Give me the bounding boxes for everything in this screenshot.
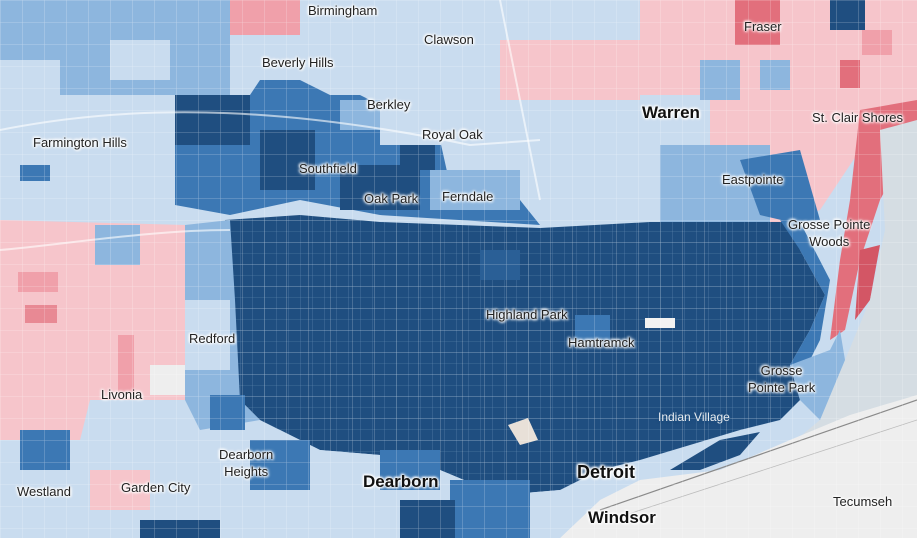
- label-dearborn-heights-line2: Heights: [224, 464, 269, 479]
- label-dearborn: Dearborn: [363, 472, 439, 491]
- label-westland: Westland: [17, 484, 71, 499]
- label-farmington-hills: Farmington Hills: [33, 135, 127, 150]
- label-grosse-pointe-woods-line2: Woods: [809, 234, 850, 249]
- label-berkley: Berkley: [367, 97, 411, 112]
- label-windsor: Windsor: [588, 508, 656, 527]
- label-birmingham: Birmingham: [308, 3, 378, 18]
- highway: [499, 0, 541, 201]
- highway: [0, 111, 541, 147]
- label-grosse-pointe-park-line2: Pointe Park: [748, 380, 816, 395]
- label-indian-village: Indian Village: [658, 410, 730, 424]
- label-beverly-hills: Beverly Hills: [262, 55, 334, 70]
- label-fraser: Fraser: [744, 19, 782, 34]
- label-southfield: Southfield: [299, 161, 357, 176]
- label-royal-oak: Royal Oak: [422, 127, 483, 142]
- label-detroit: Detroit: [577, 462, 635, 482]
- label-oak-park: Oak Park: [364, 191, 419, 206]
- label-warren: Warren: [642, 103, 700, 122]
- label-tecumseh: Tecumseh: [833, 494, 893, 509]
- label-clawson: Clawson: [424, 32, 474, 47]
- label-eastpointe: Eastpointe: [722, 172, 784, 187]
- label-dearborn-heights: Dearborn Heights: [219, 446, 273, 480]
- label-highland-park: Highland Park: [486, 307, 568, 322]
- label-redford: Redford: [189, 331, 236, 346]
- label-st-clair-shores: St. Clair Shores: [812, 110, 904, 125]
- label-livonia: Livonia: [101, 387, 143, 402]
- label-ferndale: Ferndale: [442, 189, 494, 204]
- label-grosse-pointe-woods-line1: Grosse Pointe: [788, 217, 871, 232]
- label-garden-city: Garden City: [121, 480, 191, 495]
- label-grosse-pointe-park: Grosse Pointe Park: [748, 362, 815, 396]
- highway: [0, 229, 231, 251]
- label-dearborn-heights-line1: Dearborn: [219, 447, 274, 462]
- label-grosse-pointe-park-line1: Grosse: [760, 363, 803, 378]
- label-hamtramck: Hamtramck: [568, 335, 635, 350]
- label-grosse-pointe-woods: Grosse Pointe Woods: [788, 216, 870, 250]
